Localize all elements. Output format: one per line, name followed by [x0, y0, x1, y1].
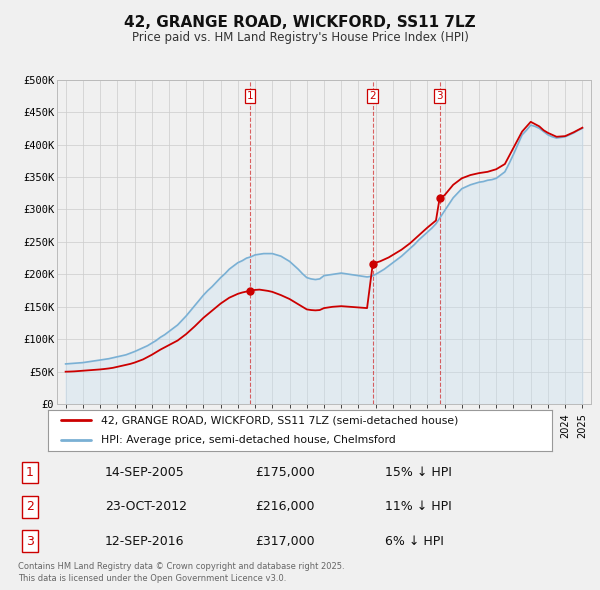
Text: 6% ↓ HPI: 6% ↓ HPI — [385, 535, 444, 548]
Text: 42, GRANGE ROAD, WICKFORD, SS11 7LZ (semi-detached house): 42, GRANGE ROAD, WICKFORD, SS11 7LZ (sem… — [101, 415, 458, 425]
Text: 3: 3 — [436, 91, 443, 101]
Text: £216,000: £216,000 — [255, 500, 314, 513]
Text: 11% ↓ HPI: 11% ↓ HPI — [385, 500, 452, 513]
Text: 1: 1 — [26, 466, 34, 479]
Text: 1: 1 — [247, 91, 253, 101]
Text: 23-OCT-2012: 23-OCT-2012 — [105, 500, 187, 513]
Text: 2: 2 — [370, 91, 376, 101]
Text: Price paid vs. HM Land Registry's House Price Index (HPI): Price paid vs. HM Land Registry's House … — [131, 31, 469, 44]
Text: 3: 3 — [26, 535, 34, 548]
Text: 42, GRANGE ROAD, WICKFORD, SS11 7LZ: 42, GRANGE ROAD, WICKFORD, SS11 7LZ — [124, 15, 476, 30]
Text: HPI: Average price, semi-detached house, Chelmsford: HPI: Average price, semi-detached house,… — [101, 435, 395, 445]
Text: 12-SEP-2016: 12-SEP-2016 — [105, 535, 185, 548]
Text: 15% ↓ HPI: 15% ↓ HPI — [385, 466, 452, 479]
Text: 2: 2 — [26, 500, 34, 513]
Text: 14-SEP-2005: 14-SEP-2005 — [105, 466, 185, 479]
Text: Contains HM Land Registry data © Crown copyright and database right 2025.
This d: Contains HM Land Registry data © Crown c… — [18, 562, 344, 583]
Text: £317,000: £317,000 — [255, 535, 314, 548]
Text: £175,000: £175,000 — [255, 466, 315, 479]
